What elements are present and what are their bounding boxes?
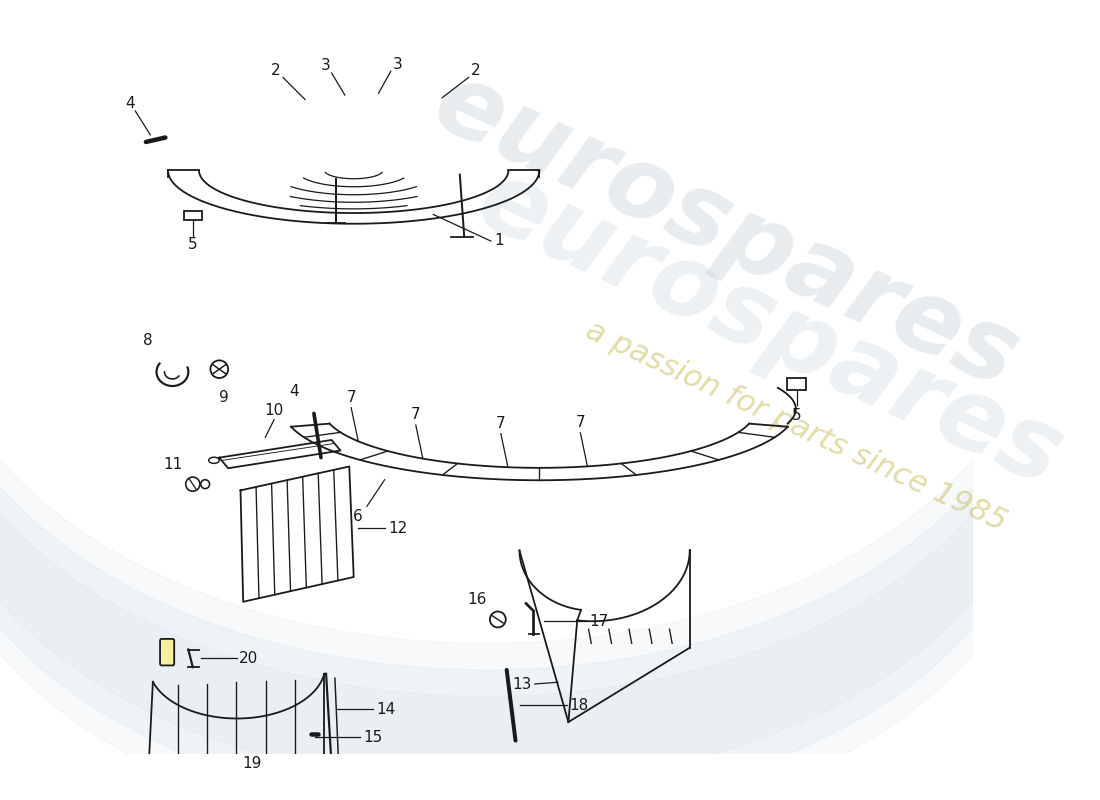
Text: 1: 1	[495, 234, 505, 249]
Text: 4: 4	[289, 384, 299, 399]
Text: 10: 10	[264, 403, 284, 418]
Text: 5: 5	[188, 237, 198, 252]
Text: 18: 18	[570, 698, 589, 713]
Text: 16: 16	[468, 592, 487, 606]
Text: 13: 13	[513, 677, 532, 691]
Text: eurospares: eurospares	[462, 152, 1077, 507]
Text: 8: 8	[143, 334, 153, 349]
Text: 7: 7	[346, 390, 356, 405]
Text: 11: 11	[164, 458, 183, 472]
Text: 14: 14	[376, 702, 396, 717]
Text: 7: 7	[575, 414, 585, 430]
Text: 19: 19	[242, 756, 262, 770]
Text: 2: 2	[471, 63, 481, 78]
Text: 4: 4	[125, 95, 135, 110]
Text: 20: 20	[239, 651, 258, 666]
Text: 17: 17	[588, 614, 608, 629]
Text: a passion for parts since 1985: a passion for parts since 1985	[581, 316, 1011, 538]
Text: 9: 9	[219, 390, 229, 405]
Text: eurospares: eurospares	[418, 54, 1032, 410]
Text: 6: 6	[353, 510, 363, 524]
Text: 5: 5	[792, 408, 802, 422]
Text: 7: 7	[411, 407, 420, 422]
FancyBboxPatch shape	[160, 639, 174, 666]
Text: 12: 12	[388, 521, 407, 536]
Text: 2: 2	[271, 63, 281, 78]
Bar	[184, 211, 201, 220]
Text: 3: 3	[320, 58, 330, 74]
Bar	[786, 378, 806, 390]
Text: 15: 15	[363, 730, 383, 745]
Text: 3: 3	[393, 57, 403, 72]
Text: 7: 7	[496, 415, 506, 430]
